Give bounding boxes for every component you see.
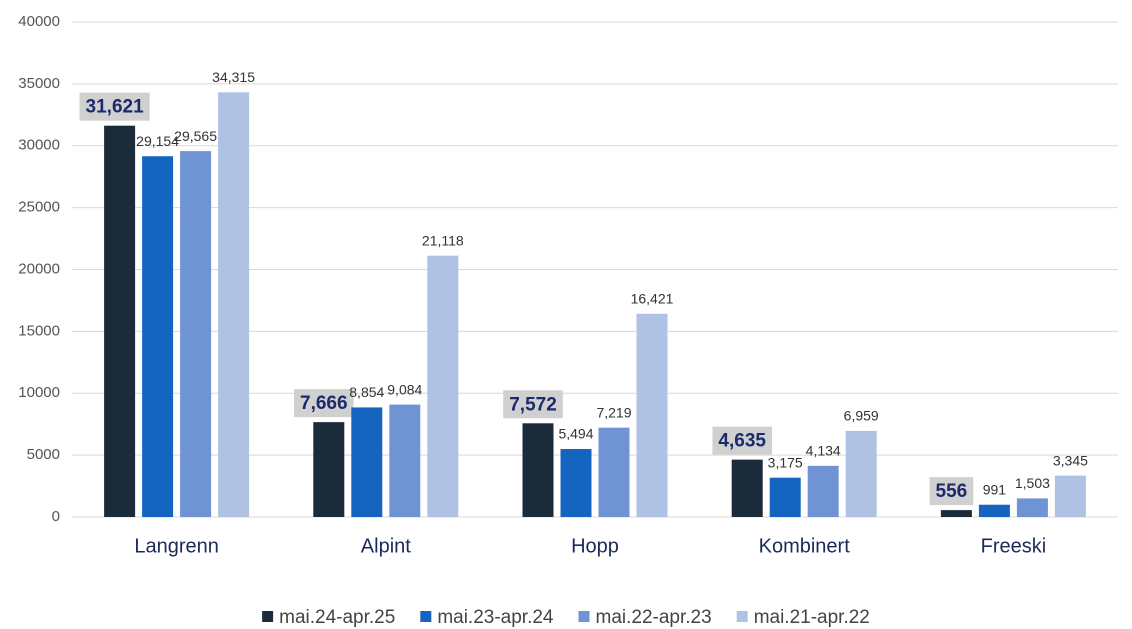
bar — [522, 423, 554, 517]
label-box — [294, 389, 354, 418]
data-label: 4,134 — [806, 443, 841, 459]
bar — [218, 92, 250, 518]
data-label: 991 — [983, 481, 1007, 497]
y-tick-label: 30000 — [18, 137, 60, 154]
data-label: 16,421 — [631, 290, 674, 306]
y-tick-label: 25000 — [18, 199, 60, 216]
x-tick-label: Langrenn — [134, 535, 219, 557]
bar — [1016, 498, 1048, 517]
bar — [180, 151, 212, 517]
data-label: 5,494 — [558, 426, 593, 442]
data-label: 29,154 — [136, 133, 179, 149]
bar — [313, 422, 345, 517]
data-label: 1,503 — [1015, 475, 1050, 491]
legend-label: mai.22-apr.23 — [596, 607, 712, 628]
data-label: 7,666 — [300, 393, 348, 414]
label-box — [929, 477, 974, 506]
legend-swatch — [736, 611, 748, 622]
bar — [769, 477, 801, 517]
data-label: 4,635 — [718, 431, 766, 452]
x-tick-label: Alpint — [361, 535, 411, 557]
data-label: 8,854 — [349, 384, 384, 400]
legend-swatch — [262, 611, 274, 622]
legend-swatch — [420, 611, 432, 622]
bar — [940, 510, 972, 517]
y-tick-label: 35000 — [18, 75, 60, 92]
data-label: 3,175 — [768, 454, 803, 470]
bar — [598, 427, 630, 517]
bar — [845, 430, 877, 517]
x-tick-label: Freeski — [981, 535, 1047, 557]
x-tick-label: Hopp — [571, 535, 619, 557]
data-label: 34,315 — [212, 69, 255, 85]
x-tick-label: Kombinert — [759, 535, 851, 557]
bar — [389, 404, 421, 517]
y-tick-label: 0 — [52, 508, 60, 525]
y-tick-label: 15000 — [18, 322, 60, 339]
y-tick-label: 20000 — [18, 260, 60, 277]
y-tick-label: 10000 — [18, 384, 60, 401]
data-label: 6,959 — [844, 408, 879, 424]
data-label: 29,565 — [174, 128, 217, 144]
bar — [731, 459, 763, 517]
data-label: 3,345 — [1053, 452, 1088, 468]
legend-swatch — [578, 611, 590, 622]
data-label: 21,118 — [422, 232, 464, 248]
bar — [807, 465, 839, 517]
bar — [142, 156, 174, 518]
data-label: 7,219 — [596, 404, 631, 420]
data-label: 556 — [936, 481, 968, 502]
legend-label: mai.24-apr.25 — [279, 607, 395, 628]
y-tick-label: 5000 — [27, 446, 60, 463]
data-label: 9,084 — [387, 381, 422, 397]
legend-label: mai.21-apr.22 — [754, 607, 870, 628]
bar — [560, 449, 592, 517]
legend: mai.24-apr.25 mai.23-apr.24 mai.22-apr.23 m… — [262, 607, 870, 628]
data-label: 7,572 — [509, 394, 557, 415]
bar — [636, 313, 668, 517]
bar — [1054, 475, 1086, 517]
legend-label: mai.23-apr.24 — [437, 607, 554, 628]
bar — [104, 125, 136, 517]
label-box — [712, 426, 772, 455]
data-label: 31,621 — [86, 97, 145, 118]
bar — [427, 255, 459, 518]
bar — [351, 407, 383, 517]
label-box — [503, 390, 563, 419]
y-tick-label: 40000 — [18, 13, 60, 30]
label-box — [79, 92, 150, 121]
bar — [978, 504, 1010, 517]
